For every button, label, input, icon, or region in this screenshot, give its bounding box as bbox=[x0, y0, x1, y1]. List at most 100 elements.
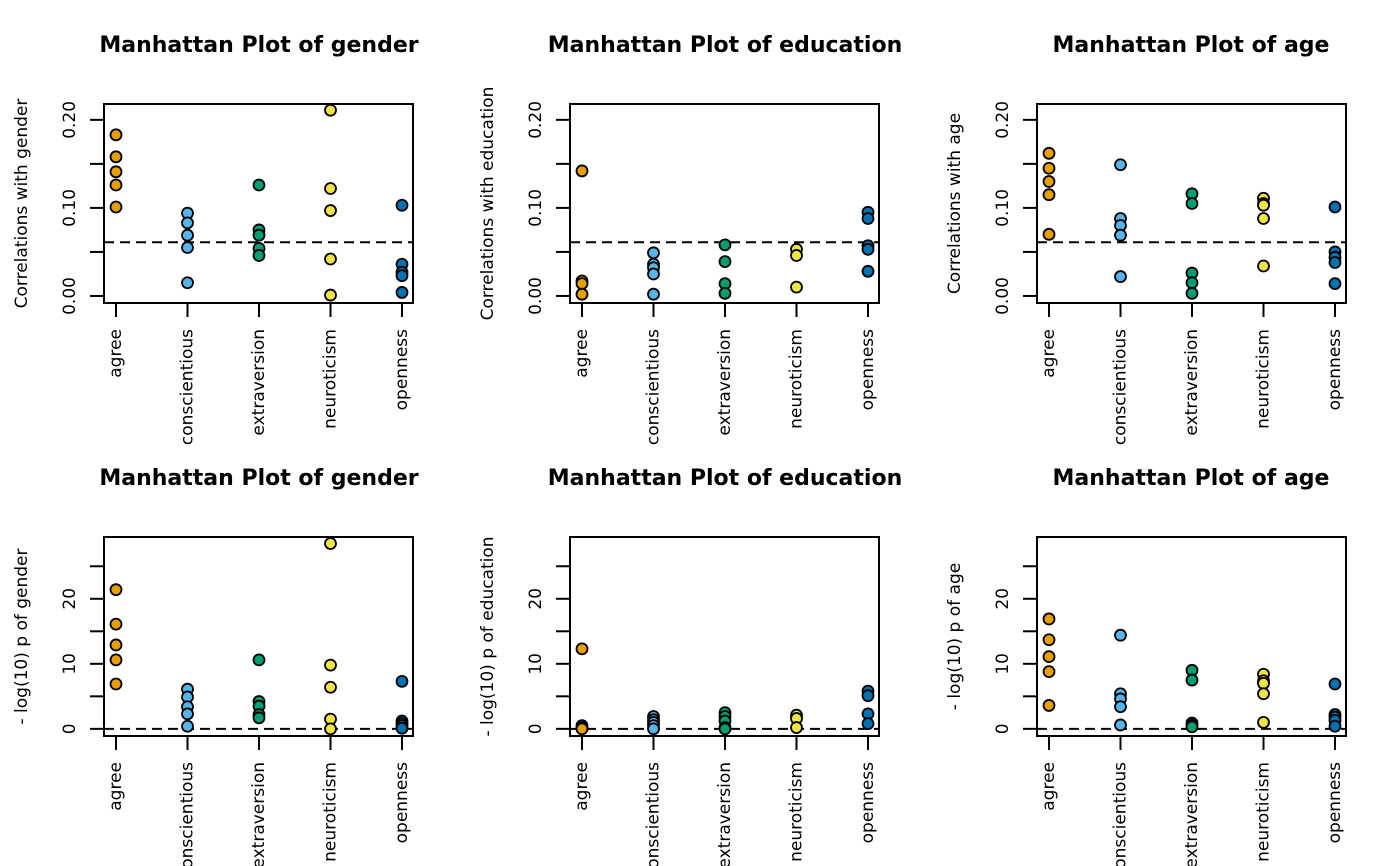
data-point-agree bbox=[1042, 188, 1056, 202]
data-point-openness bbox=[1328, 200, 1342, 214]
data-point-openness bbox=[1328, 277, 1342, 291]
data-point-conscientious bbox=[181, 228, 194, 242]
data-point-extraversion bbox=[1185, 673, 1199, 687]
data-point-extraversion bbox=[718, 722, 732, 736]
x-tick-label: conscientious bbox=[178, 762, 198, 866]
data-point-conscientious bbox=[181, 241, 194, 254]
data-point-conscientious bbox=[181, 216, 194, 230]
data-point-openness bbox=[861, 264, 875, 278]
data-point-openness bbox=[861, 242, 875, 256]
data-point-extraversion bbox=[718, 255, 732, 269]
plot-frame bbox=[1036, 103, 1347, 304]
y-tick-label: 0.20 bbox=[60, 101, 80, 139]
data-point-neuroticism bbox=[324, 680, 337, 694]
data-point-conscientious bbox=[647, 267, 660, 281]
x-tick-label: agree bbox=[106, 762, 126, 811]
data-point-neuroticism bbox=[790, 249, 803, 262]
data-point-agree bbox=[109, 653, 123, 667]
y-tick-label: 10 bbox=[526, 653, 546, 675]
x-tick-label: extraversion bbox=[249, 762, 269, 866]
data-point-conscientious bbox=[1114, 270, 1127, 283]
data-point-openness bbox=[395, 198, 409, 212]
y-tick-label: 0.10 bbox=[60, 189, 80, 227]
data-point-openness bbox=[395, 269, 409, 283]
y-tick-label: 0 bbox=[526, 723, 546, 734]
data-point-agree bbox=[575, 642, 589, 656]
x-tick-label: conscientious bbox=[1111, 329, 1131, 445]
data-point-conscientious bbox=[1114, 228, 1127, 242]
data-point-extraversion bbox=[718, 238, 732, 252]
data-point-openness bbox=[861, 689, 875, 703]
data-point-neuroticism bbox=[1257, 259, 1270, 273]
panel-5: Manhattan Plot of age - log(10) p of age 0… bbox=[945, 466, 1347, 866]
y-axis-label: - log(10) p of education bbox=[478, 536, 498, 736]
data-point-openness bbox=[1328, 719, 1342, 733]
data-point-extraversion bbox=[252, 653, 266, 667]
data-point-agree bbox=[109, 638, 123, 652]
data-point-agree bbox=[575, 277, 589, 291]
data-point-conscientious bbox=[181, 707, 194, 721]
chart-title: Manhattan Plot of gender bbox=[99, 33, 418, 58]
x-tick-label: extraversion bbox=[1182, 329, 1202, 436]
y-tick-label: 0.00 bbox=[60, 277, 80, 315]
data-point-agree bbox=[1042, 699, 1056, 712]
plot-frame bbox=[569, 536, 880, 737]
data-point-neuroticism bbox=[324, 537, 337, 550]
y-tick-label: 20 bbox=[993, 588, 1013, 610]
data-point-agree bbox=[109, 178, 123, 192]
x-tick-label: conscientious bbox=[178, 329, 198, 445]
data-point-extraversion bbox=[252, 711, 266, 725]
y-tick-label: 0.10 bbox=[526, 189, 546, 227]
data-point-agree bbox=[1042, 161, 1056, 175]
y-tick-label: 20 bbox=[60, 588, 80, 610]
data-point-agree bbox=[109, 200, 123, 214]
data-point-neuroticism bbox=[1257, 198, 1270, 212]
data-point-extraversion bbox=[718, 286, 732, 300]
data-point-conscientious bbox=[1114, 718, 1127, 732]
data-point-neuroticism bbox=[324, 204, 337, 217]
x-tick-label: openness bbox=[1325, 762, 1345, 844]
x-tick-label: neuroticism bbox=[1254, 762, 1274, 862]
data-point-extraversion bbox=[1185, 286, 1199, 300]
plot-frame bbox=[1036, 536, 1347, 737]
data-point-neuroticism bbox=[324, 722, 337, 736]
x-tick-label: neuroticism bbox=[321, 329, 341, 429]
data-point-conscientious bbox=[647, 287, 660, 301]
y-tick-label: 0.00 bbox=[993, 277, 1013, 315]
chart-title: Manhattan Plot of age bbox=[1053, 466, 1330, 491]
data-point-agree bbox=[575, 722, 589, 736]
data-point-agree bbox=[1042, 175, 1056, 188]
data-point-neuroticism bbox=[324, 658, 337, 672]
x-tick-label: neuroticism bbox=[1254, 329, 1274, 429]
data-point-agree bbox=[109, 617, 123, 631]
x-tick-label: extraversion bbox=[715, 762, 735, 866]
data-point-openness bbox=[1328, 677, 1342, 691]
y-axis-label: Correlations with age bbox=[945, 113, 965, 294]
panel-1: Manhattan Plot of education Correlations … bbox=[478, 33, 902, 445]
data-point-openness bbox=[1328, 256, 1342, 269]
data-point-conscientious bbox=[181, 719, 194, 733]
y-tick-label: 10 bbox=[993, 653, 1013, 675]
data-point-openness bbox=[861, 212, 875, 225]
y-tick-label: 0.10 bbox=[993, 189, 1013, 227]
data-point-openness bbox=[395, 721, 409, 735]
chart-title: Manhattan Plot of gender bbox=[99, 466, 418, 491]
y-tick-label: 0.20 bbox=[526, 101, 546, 139]
chart-title: Manhattan Plot of education bbox=[548, 33, 902, 58]
data-point-extraversion bbox=[252, 228, 266, 242]
y-tick-label: 0 bbox=[60, 723, 80, 734]
data-point-agree bbox=[1042, 650, 1056, 664]
panel-2: Manhattan Plot of age Correlations with a… bbox=[945, 33, 1347, 445]
data-point-conscientious bbox=[1114, 628, 1127, 642]
x-tick-label: openness bbox=[858, 329, 878, 411]
data-point-neuroticism bbox=[1257, 715, 1270, 729]
data-point-agree bbox=[109, 165, 123, 179]
data-point-agree bbox=[575, 164, 589, 178]
x-tick-label: openness bbox=[392, 762, 412, 844]
data-point-neuroticism bbox=[1257, 212, 1270, 225]
data-point-agree bbox=[1042, 665, 1056, 679]
x-tick-label: agree bbox=[1039, 762, 1059, 811]
chart-title: Manhattan Plot of education bbox=[548, 466, 902, 491]
x-tick-label: neuroticism bbox=[787, 762, 807, 862]
